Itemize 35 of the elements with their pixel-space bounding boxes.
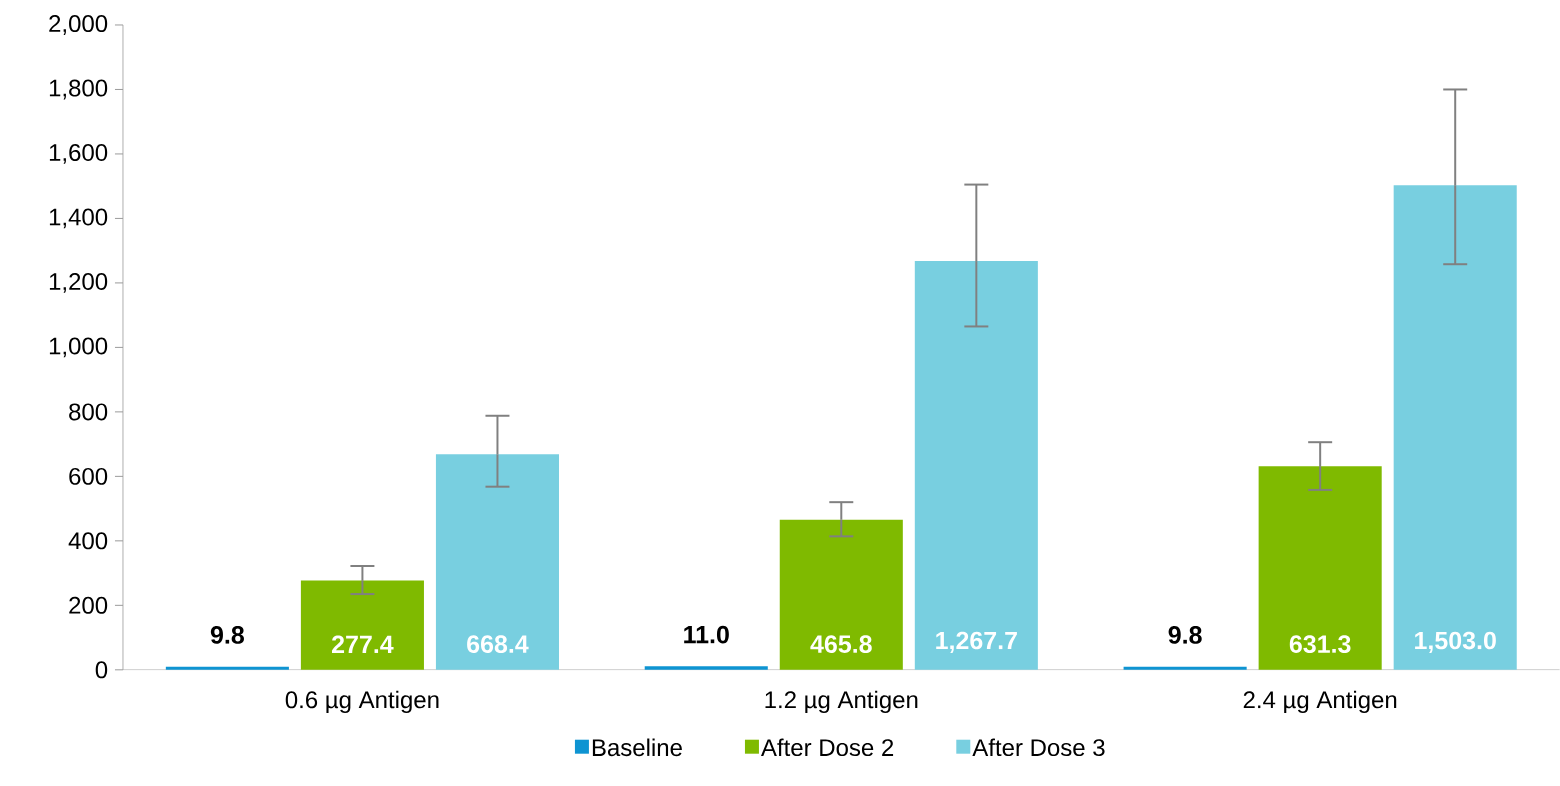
y-tick-label: 1,000 xyxy=(49,337,108,358)
y-tick-label: 600 xyxy=(69,467,108,485)
legend-label: After Dose 2 xyxy=(760,738,894,757)
data-label: 668.4 xyxy=(467,635,529,654)
x-tick-label: 2.4 µg Antigen xyxy=(1243,690,1397,714)
bar xyxy=(165,666,289,670)
y-tick-label: 800 xyxy=(69,403,108,421)
bar xyxy=(1258,466,1382,670)
y-tick-label: 400 xyxy=(68,532,108,550)
bar xyxy=(914,261,1038,670)
data-label: 465.8 xyxy=(810,635,872,654)
data-label: 9.8 xyxy=(210,626,244,644)
y-tick-label: 200 xyxy=(69,596,108,614)
y-tick-label: 2,000 xyxy=(49,15,108,35)
data-label: 9.8 xyxy=(1168,626,1202,644)
data-label: 1,267.7 xyxy=(936,631,1017,654)
y-tick-label: 1,400 xyxy=(49,208,108,229)
data-label: 1,503.0 xyxy=(1415,631,1496,654)
y-tick-label: 1,800 xyxy=(49,79,108,100)
y-tick-label: 1,200 xyxy=(49,273,108,293)
bar xyxy=(1393,185,1517,670)
y-tick-label: 0 xyxy=(95,661,108,679)
bar xyxy=(1123,666,1247,670)
data-label: 631.3 xyxy=(1289,635,1351,654)
data-label: 277.4 xyxy=(332,635,394,654)
bar xyxy=(300,580,424,670)
y-tick-label: 1,600 xyxy=(49,144,108,164)
data-label: 11.0 xyxy=(684,625,729,644)
legend-label: Baseline xyxy=(592,738,682,757)
bar xyxy=(644,666,768,670)
x-tick-label: 0.6 µg Antigen xyxy=(285,690,439,714)
x-tick-label: 1.2 µg Antigen xyxy=(765,690,918,714)
bar xyxy=(779,519,903,670)
legend-label: After Dose 3 xyxy=(972,738,1105,757)
bar xyxy=(435,454,559,670)
